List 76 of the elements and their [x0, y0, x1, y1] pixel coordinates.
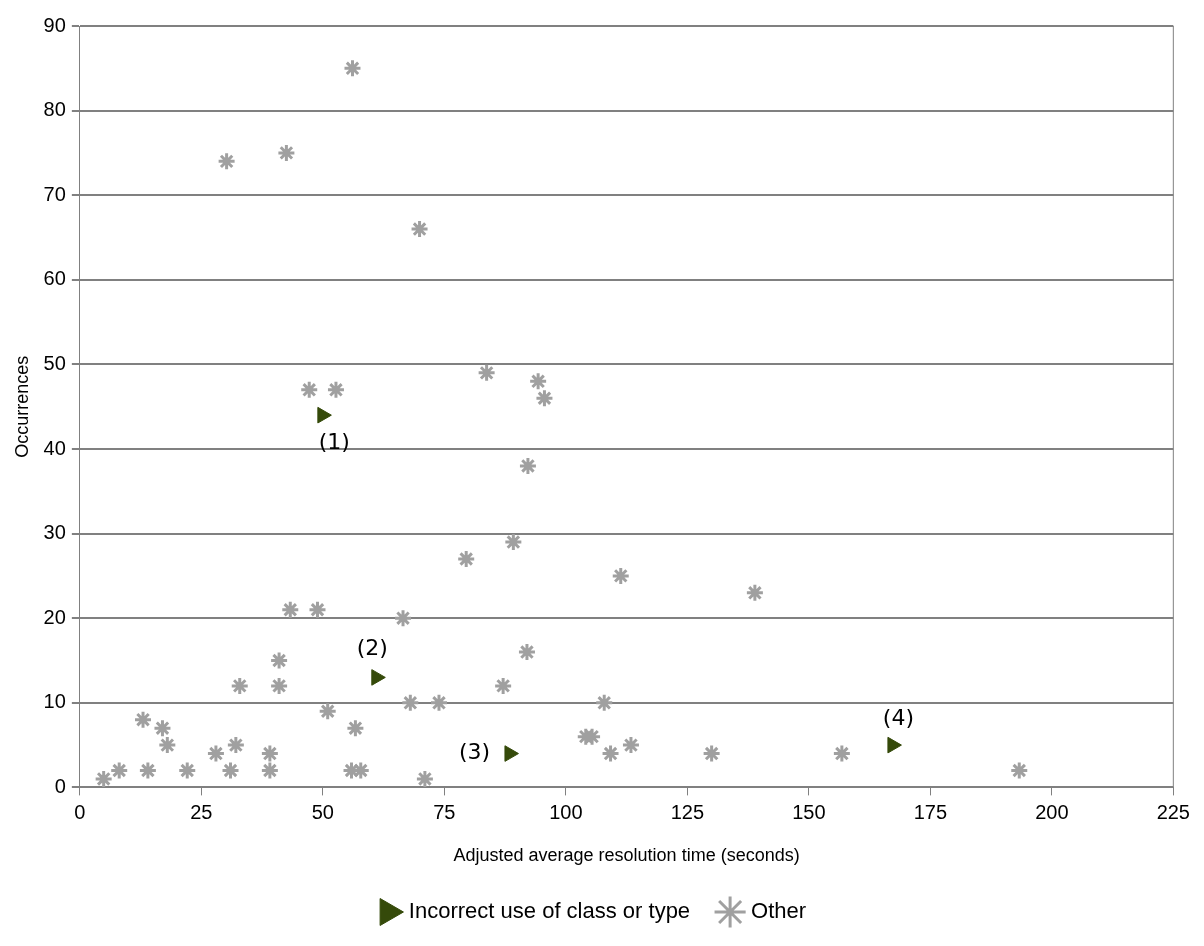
annotation: (4): [882, 704, 914, 730]
y-tick-label: 70: [43, 182, 66, 205]
x-axis-title: Adjusted average resolution time (seconds): [453, 845, 800, 866]
x-tick-label: 150: [792, 800, 826, 823]
y-tick-label: 30: [43, 521, 66, 544]
point: [400, 693, 420, 713]
y-tick-label: 50: [43, 351, 66, 374]
y-axis-title: Occurrences: [11, 355, 32, 458]
point: [157, 735, 177, 755]
x-tick-label: 200: [1035, 800, 1069, 823]
point: [745, 583, 765, 603]
x-tick-label: 125: [670, 800, 705, 823]
x-tick-label: 75: [433, 800, 456, 823]
annotation: (2): [356, 635, 388, 661]
point: [887, 736, 902, 754]
point: [493, 676, 513, 696]
x-tick-label: 0: [74, 800, 86, 823]
point: [177, 760, 197, 780]
point: [318, 701, 338, 721]
point: [221, 760, 240, 780]
y-tick-label: 10: [43, 690, 66, 713]
point: [517, 642, 537, 662]
point: [276, 143, 296, 163]
point: [601, 744, 621, 764]
point: [351, 760, 371, 780]
point: [326, 380, 346, 400]
x-tick-label: 225: [1156, 800, 1190, 823]
legend-label: Other: [751, 898, 807, 924]
point: [307, 600, 327, 620]
point: [1009, 760, 1029, 780]
point: [109, 760, 129, 780]
x-tick-label: 175: [913, 800, 948, 823]
y-tick-label: 0: [54, 774, 66, 797]
point: [299, 380, 319, 400]
x-tick-label: 25: [190, 800, 213, 823]
point: [152, 718, 172, 738]
annotation: (3): [458, 739, 491, 765]
point: [594, 693, 614, 713]
y-tick-label: 90: [43, 13, 66, 36]
point: [226, 735, 246, 755]
point: [393, 608, 413, 628]
point: [138, 760, 158, 780]
y-tick-label: 40: [43, 436, 66, 459]
legend-label: Incorrect use of class or type: [408, 898, 691, 924]
point: [260, 760, 280, 780]
point: [206, 744, 226, 764]
point: [133, 710, 153, 730]
point: [503, 532, 523, 552]
point: [477, 363, 497, 383]
point: [504, 745, 519, 762]
point: [456, 549, 476, 569]
point: [528, 371, 548, 391]
x-tick-label: 100: [549, 800, 583, 823]
y-tick-label: 80: [43, 98, 66, 121]
point: [415, 769, 435, 788]
point: [702, 744, 722, 764]
point: [260, 744, 280, 764]
point: [345, 718, 365, 738]
point: [342, 58, 362, 78]
point: [230, 676, 250, 696]
point: [269, 676, 289, 696]
point: [94, 769, 114, 788]
point: [611, 566, 631, 586]
point: [621, 735, 641, 755]
point: [269, 651, 289, 670]
point: [429, 693, 449, 713]
annotation: (1): [318, 428, 350, 454]
point: [410, 219, 430, 239]
y-tick-label: 60: [43, 267, 66, 290]
point: [518, 456, 538, 476]
x-tick-label: 50: [311, 800, 334, 823]
point: [832, 744, 852, 764]
y-tick-label: 20: [43, 605, 66, 628]
point: [280, 600, 300, 620]
point: [534, 388, 554, 408]
point: [217, 151, 237, 171]
